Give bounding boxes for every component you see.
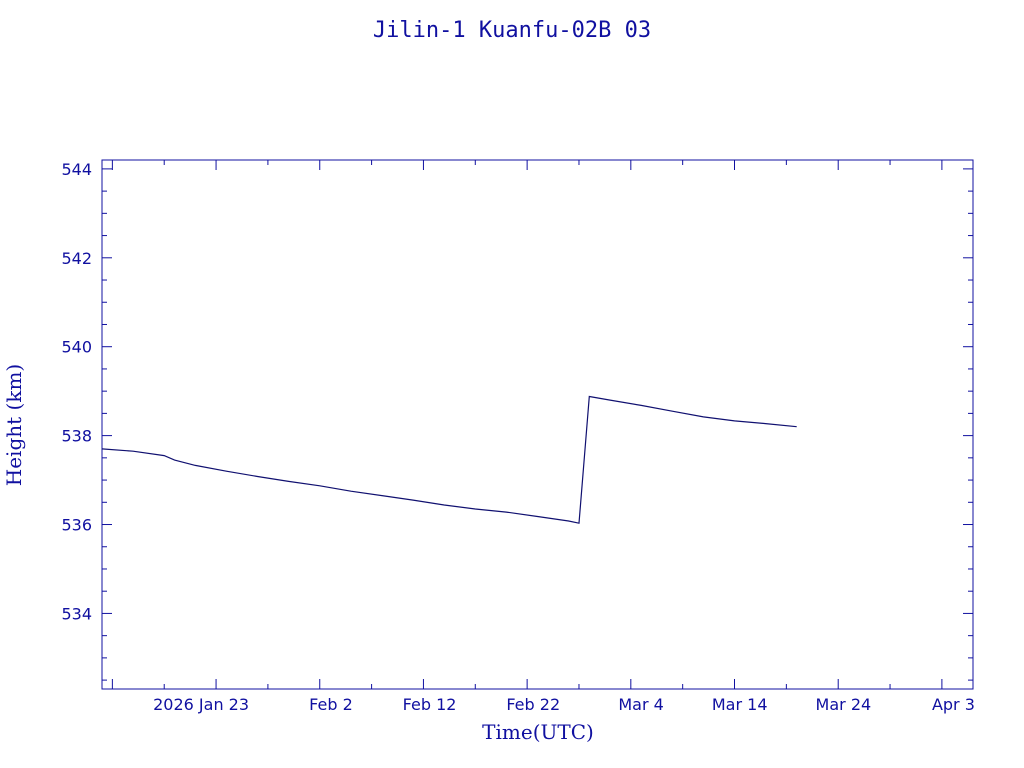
x-tick-label: Feb 22 <box>506 695 560 714</box>
ticks-layer: 534 536 538 540 542 544 2026 Jan 23 Feb 2 Feb 12… <box>61 160 974 714</box>
x-tick-label: Feb 12 <box>403 695 457 714</box>
y-tick-label: 538 <box>61 427 92 446</box>
x-tick-label: Mar 4 <box>618 695 663 714</box>
y-axis-label: Height (km) <box>2 364 26 486</box>
x-axis-label: Time(UTC) <box>482 720 594 744</box>
x-tick-label: Feb 2 <box>309 695 353 714</box>
height-series-line <box>101 395 797 524</box>
x-tick-label: 2026 Jan 23 <box>153 695 249 714</box>
y-tick-label: 540 <box>61 338 92 357</box>
x-tick-label: Mar 14 <box>712 695 768 714</box>
y-tick-label: 542 <box>61 249 92 268</box>
y-tick-label: 536 <box>61 516 92 535</box>
y-tick-label: 544 <box>61 160 92 179</box>
x-tick-label: Apr 3 <box>932 695 975 714</box>
y-tick-label: 534 <box>61 604 92 623</box>
chart-title: Jilin-1 Kuanfu-02B 03 <box>373 18 651 43</box>
plot-frame <box>101 159 974 690</box>
x-tick-label: Mar 24 <box>816 695 872 714</box>
